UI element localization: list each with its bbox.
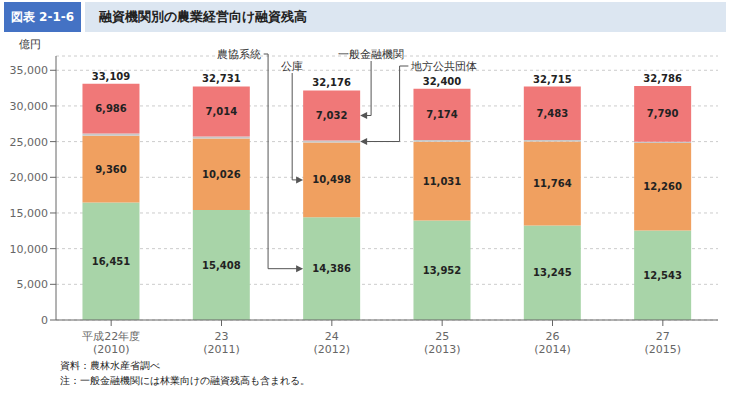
- svg-text:7,174: 7,174: [426, 109, 458, 120]
- svg-text:14,386: 14,386: [312, 263, 351, 274]
- svg-text:25(2013): 25(2013): [424, 330, 461, 356]
- svg-text:32,715: 32,715: [533, 74, 572, 85]
- svg-text:33,109: 33,109: [92, 71, 131, 82]
- svg-text:10,026: 10,026: [202, 169, 241, 180]
- svg-text:公庫: 公庫: [281, 60, 303, 73]
- svg-text:6,986: 6,986: [95, 103, 127, 114]
- svg-text:30,000: 30,000: [10, 100, 49, 113]
- svg-text:12,543: 12,543: [643, 270, 682, 281]
- svg-text:32,176: 32,176: [312, 77, 351, 88]
- html-text:注：一般金融機関には林業向けの融資残高も含まれる。: 注：一般金融機関には林業向けの融資残高も含まれる。: [60, 375, 310, 386]
- svg-text:農協系統: 農協系統: [217, 48, 261, 61]
- svg-text:16,451: 16,451: [92, 256, 131, 267]
- svg-text:32,786: 32,786: [643, 73, 682, 84]
- svg-text:13,245: 13,245: [533, 267, 572, 278]
- svg-text:15,000: 15,000: [10, 207, 49, 220]
- svg-text:32,731: 32,731: [202, 73, 241, 84]
- svg-text:7,790: 7,790: [647, 108, 679, 119]
- svg-text:11,031: 11,031: [423, 176, 462, 187]
- svg-text:15,408: 15,408: [202, 260, 241, 271]
- svg-text:13,952: 13,952: [423, 265, 462, 276]
- svg-text:0: 0: [41, 314, 48, 327]
- svg-text:億円: 億円: [19, 38, 41, 51]
- html-text:融資機関別の農業経営向け融資残高: 融資機関別の農業経営向け融資残高: [99, 9, 307, 24]
- svg-text:26(2014): 26(2014): [534, 330, 571, 356]
- svg-text:27(2015): 27(2015): [645, 330, 682, 356]
- svg-text:10,498: 10,498: [312, 174, 351, 185]
- svg-text:7,483: 7,483: [536, 108, 568, 119]
- svg-text:23(2011): 23(2011): [203, 330, 240, 356]
- svg-text:10,000: 10,000: [10, 243, 49, 256]
- html-text:図表 2-1-6: 図表 2-1-6: [10, 9, 75, 24]
- svg-text:9,360: 9,360: [95, 164, 127, 175]
- svg-text:5,000: 5,000: [17, 278, 49, 291]
- html-text:資料：農林水産省調べ: 資料：農林水産省調べ: [60, 360, 160, 371]
- svg-text:7,014: 7,014: [205, 106, 237, 117]
- svg-text:11,764: 11,764: [533, 178, 572, 189]
- svg-text:平成22年度(2010): 平成22年度(2010): [82, 330, 140, 356]
- svg-text:24(2012): 24(2012): [314, 330, 351, 356]
- svg-text:地方公共団体: 地方公共団体: [410, 60, 477, 73]
- svg-text:32,400: 32,400: [423, 76, 462, 87]
- svg-text:35,000: 35,000: [10, 64, 49, 77]
- svg-text:25,000: 25,000: [10, 136, 49, 149]
- svg-text:一般金融機関: 一般金融機関: [338, 48, 404, 61]
- svg-text:20,000: 20,000: [10, 171, 49, 184]
- svg-text:12,260: 12,260: [643, 181, 682, 192]
- svg-text:7,032: 7,032: [316, 110, 348, 121]
